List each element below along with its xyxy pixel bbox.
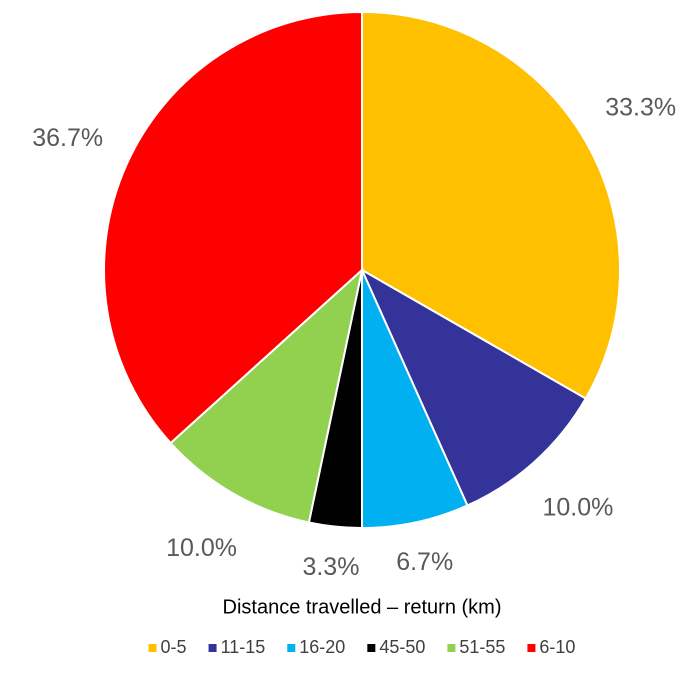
data-label: 10.0%	[543, 493, 614, 521]
data-label: 10.0%	[166, 534, 237, 562]
pie-slice	[361, 10, 621, 400]
legend-label: 0-5	[161, 637, 187, 657]
data-label: 36.7%	[32, 124, 103, 152]
legend-swatch	[447, 644, 456, 652]
data-label: 3.3%	[302, 553, 359, 581]
legend-swatch	[287, 644, 296, 652]
pie-slice	[359, 267, 588, 507]
legend-swatch	[527, 644, 536, 652]
pie-slice	[361, 269, 469, 530]
legend-swatch	[148, 644, 157, 652]
pie-slice	[169, 267, 364, 524]
data-label: 6.7%	[396, 548, 453, 576]
legend-label: 45-50	[379, 637, 425, 657]
legend-swatch	[367, 644, 376, 652]
legend-label: 51-55	[459, 637, 505, 657]
legend-label: 16-20	[299, 637, 345, 657]
data-label: 33.3%	[605, 93, 676, 121]
legend-item: 45-50	[367, 637, 425, 657]
legend-item: 6-10	[527, 637, 575, 657]
chart-title: Distance travelled – return (km)	[223, 596, 502, 618]
pie-slice	[103, 10, 363, 445]
legend-item: 16-20	[287, 637, 345, 657]
legend-item: 11-15	[208, 637, 266, 657]
legend-item: 51-55	[447, 637, 505, 657]
legend-item: 0-5	[148, 637, 187, 657]
legend-label: 11-15	[221, 637, 266, 657]
legend-swatch	[208, 644, 217, 652]
legend-label: 6-10	[539, 637, 575, 657]
